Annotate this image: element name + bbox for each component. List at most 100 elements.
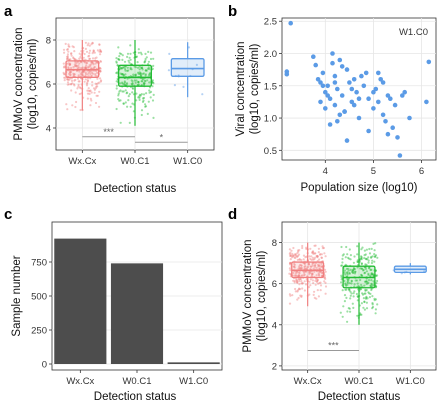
a-data-point — [141, 100, 145, 103]
panel-a-letter: a — [4, 3, 13, 20]
d-data-point — [307, 270, 310, 274]
a-data-point — [73, 65, 77, 68]
c-x-tick-label: W0.C1 — [122, 376, 151, 387]
a-data-point — [62, 71, 65, 74]
a-data-point — [85, 61, 88, 65]
a-data-point — [130, 82, 133, 85]
b-data-point — [359, 73, 364, 79]
a-data-point — [118, 99, 121, 102]
b-data-point — [366, 128, 371, 134]
a-data-point — [94, 82, 97, 85]
a-data-point — [144, 80, 147, 83]
a-data-point — [99, 53, 102, 56]
a-data-point — [77, 74, 80, 77]
a-data-point — [84, 71, 87, 74]
a-data-point — [128, 121, 131, 124]
d-data-point — [371, 307, 374, 310]
d-data-point — [312, 252, 315, 255]
a-data-point — [139, 72, 142, 75]
panel-d-y-ticks: 2 4 6 8 — [272, 238, 282, 372]
a-data-point — [93, 51, 96, 54]
d-data-point — [340, 264, 343, 267]
a-data-point — [143, 82, 146, 85]
a-data-point — [86, 92, 90, 95]
a-data-point — [91, 81, 94, 84]
a-data-point — [74, 64, 78, 67]
d-data-point — [341, 289, 344, 292]
a-data-point — [62, 48, 66, 51]
d-data-point — [340, 281, 343, 284]
a-data-point — [69, 71, 72, 74]
a-data-point — [119, 66, 123, 70]
a-data-point — [66, 57, 69, 61]
d-data-point — [365, 258, 368, 261]
d-data-point — [299, 267, 302, 270]
a-data-point — [81, 66, 84, 69]
a-data-point — [140, 53, 143, 56]
d-data-point — [288, 267, 291, 270]
a-data-point — [139, 73, 142, 76]
b-data-point — [320, 83, 326, 89]
a-data-point — [98, 69, 101, 72]
a-box — [118, 64, 152, 87]
a-data-point — [137, 96, 140, 99]
d-data-point — [323, 252, 326, 255]
d-data-point — [356, 299, 359, 302]
panel-d-y-axis-title-line1: PMMoV concentration — [242, 239, 254, 352]
d-data-point — [359, 257, 362, 260]
a-data-point — [67, 50, 70, 53]
a-data-point — [86, 81, 89, 84]
a-data-point — [118, 52, 121, 55]
a-data-point — [115, 107, 118, 111]
d-data-point — [370, 247, 373, 250]
d-data-point — [372, 274, 375, 277]
a-data-point — [72, 56, 75, 59]
a-data-point — [146, 112, 149, 115]
a-data-point — [99, 48, 102, 51]
b-data-point — [332, 102, 338, 108]
a-data-point — [117, 94, 120, 97]
d-data-point — [363, 249, 366, 252]
a-data-point — [63, 73, 66, 76]
c-y-tick-label: 750 — [31, 258, 47, 269]
a-y-tick-label: 6 — [46, 80, 51, 91]
b-data-point — [385, 93, 391, 98]
a-data-point — [115, 71, 118, 75]
d-data-point — [347, 267, 350, 270]
d-data-point — [300, 264, 303, 267]
a-data-point — [69, 58, 72, 61]
a-data-point — [66, 53, 69, 56]
b-data-point — [380, 112, 386, 118]
a-data-point — [126, 105, 129, 108]
d-data-point — [301, 244, 304, 248]
d-x-tick-label: W1.C0 — [396, 376, 425, 387]
a-data-point — [88, 44, 91, 47]
a-data-point — [80, 73, 84, 76]
d-data-point — [315, 280, 318, 283]
d-data-point — [313, 290, 316, 293]
d-y-tick-label: 4 — [272, 320, 277, 331]
d-data-point — [292, 254, 295, 257]
d-data-point — [362, 297, 365, 300]
d-data-point — [349, 268, 352, 271]
d-data-point — [340, 245, 343, 249]
d-data-point — [340, 278, 343, 281]
a-data-point — [122, 66, 126, 69]
d-data-point — [320, 256, 323, 259]
d-data-point — [356, 259, 359, 262]
d-data-point — [352, 269, 355, 272]
d-data-point — [369, 285, 372, 288]
d-data-point — [301, 274, 304, 277]
a-data-point — [66, 83, 69, 86]
b-data-point — [325, 83, 331, 89]
a-data-point — [143, 79, 146, 82]
d-data-point — [369, 284, 372, 287]
d-data-point — [305, 270, 308, 273]
d-data-point — [374, 298, 377, 301]
d-data-point — [296, 252, 299, 255]
d-data-point — [289, 254, 293, 257]
b-data-point — [385, 131, 391, 137]
d-data-point — [320, 262, 323, 265]
d-data-point — [360, 267, 363, 270]
b-x-tick-label: 6 — [419, 166, 424, 177]
